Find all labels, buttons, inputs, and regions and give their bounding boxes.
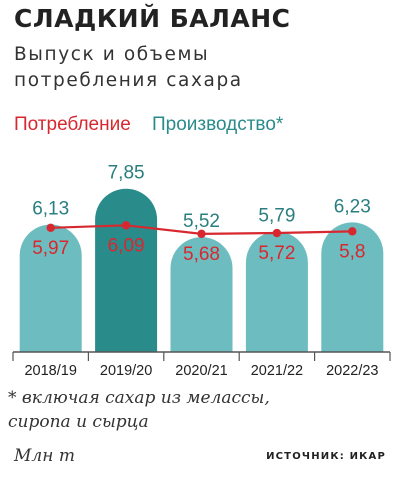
chart-title: СЛАДКИЙ БАЛАНС <box>14 4 291 33</box>
footnote-line-1: * включая сахар из мелассы, <box>8 388 270 408</box>
consumption-value-label: 6,09 <box>108 235 145 256</box>
consumption-point <box>272 228 282 238</box>
x-tick-label: 2021/22 <box>251 363 303 379</box>
x-tick-label: 2020/21 <box>175 363 227 379</box>
legend-production: Производство* <box>152 114 284 135</box>
unit-label: Млн т <box>14 446 75 466</box>
subtitle-line-2: потребления сахара <box>14 70 243 91</box>
x-tick-label: 2019/20 <box>100 363 152 379</box>
consumption-point <box>348 227 357 236</box>
consumption-value-label: 5,72 <box>258 243 295 264</box>
production-value-label: 6,13 <box>32 198 69 219</box>
chart-subtitle: Выпуск и объемы потребления сахара <box>14 42 243 94</box>
source-label: ИСТОЧНИК: ИКАР <box>266 451 386 462</box>
consumption-value-label: 5,97 <box>32 238 69 259</box>
consumption-value-label: 5,8 <box>339 241 365 262</box>
footnote: * включая сахар из мелассы, сиропа и сыр… <box>8 386 270 434</box>
legend-consumption: Потребление <box>14 114 131 135</box>
production-value-label: 5,79 <box>258 206 295 227</box>
consumption-point <box>197 229 206 239</box>
footnote-line-2: сиропа и сырца <box>8 412 149 432</box>
production-value-label: 7,85 <box>108 163 145 184</box>
production-bar <box>321 222 384 352</box>
consumption-point <box>121 221 131 230</box>
production-bar <box>170 237 233 352</box>
production-bar <box>19 224 82 352</box>
x-tick-label: 2018/19 <box>24 363 76 379</box>
subtitle-line-1: Выпуск и объемы <box>14 44 210 65</box>
consumption-point <box>46 223 55 233</box>
chart-canvas: 2018/19 2019/20 2020/21 2021/22 2022/23 6,13 7… <box>12 163 391 379</box>
consumption-value-label: 5,68 <box>183 244 220 265</box>
production-value-label: 6,23 <box>334 196 371 217</box>
x-tick-label: 2022/23 <box>326 363 378 379</box>
production-bar <box>95 188 158 352</box>
production-value-label: 5,52 <box>183 211 220 232</box>
production-bar <box>245 231 308 352</box>
